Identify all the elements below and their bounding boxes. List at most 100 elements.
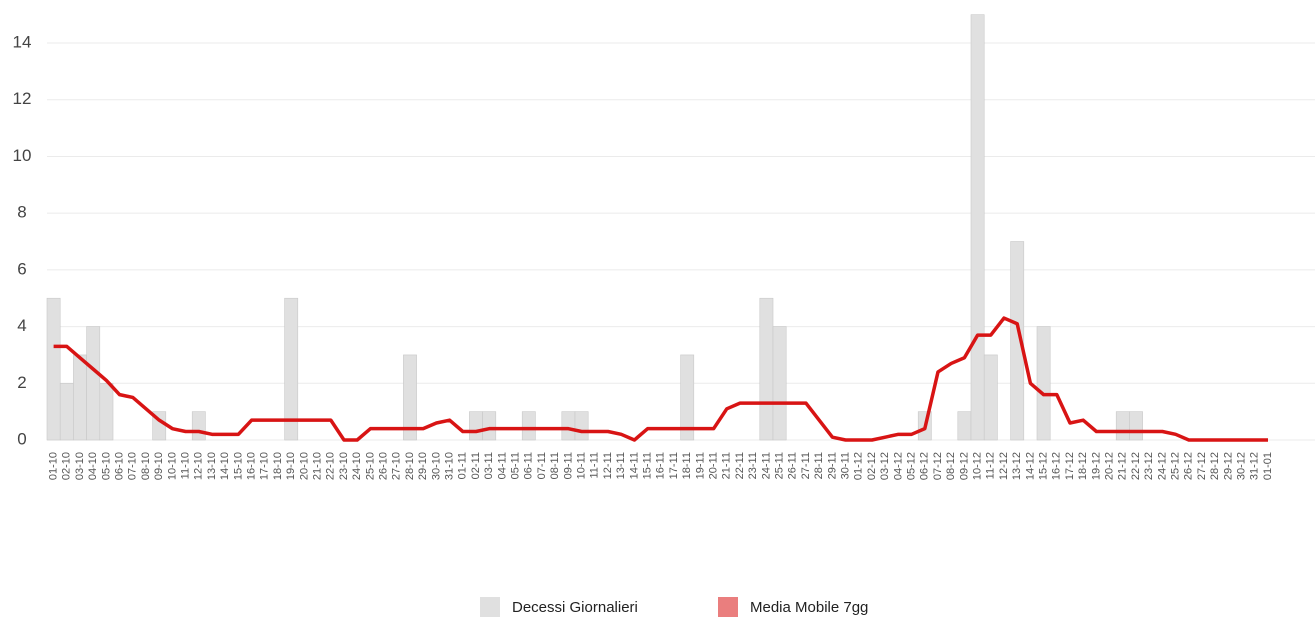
bar — [561, 411, 576, 441]
y-tick-label: 2 — [17, 373, 26, 392]
x-tick-label: 30-12 — [1236, 452, 1248, 480]
x-tick-label: 21-10 — [312, 452, 324, 480]
x-tick-label: 25-11 — [774, 452, 786, 479]
x-tick-label: 08-11 — [549, 452, 561, 479]
x-tick-label: 17-12 — [1064, 452, 1076, 480]
x-tick-label: 23-10 — [338, 452, 350, 480]
x-tick-label: 03-10 — [74, 452, 86, 480]
x-tick-label: 09-12 — [958, 452, 970, 480]
legend-swatch — [480, 597, 500, 617]
x-tick-label: 15-11 — [642, 452, 654, 479]
x-tick-label: 25-10 — [364, 452, 376, 480]
bar — [983, 354, 998, 441]
x-tick-label: 12-11 — [602, 452, 614, 479]
x-tick-label: 07-11 — [536, 452, 548, 479]
x-tick-label: 04-11 — [496, 452, 508, 479]
y-tick-label: 4 — [17, 316, 26, 335]
moving-average-line — [53, 316, 1268, 442]
x-tick-label: 13-11 — [615, 452, 627, 479]
bar — [957, 411, 972, 441]
y-tick-label: 14 — [13, 33, 32, 52]
x-tick-label: 02-12 — [866, 452, 878, 480]
x-tick-label: 05-12 — [906, 452, 918, 480]
bar — [482, 411, 497, 441]
bar — [73, 354, 87, 441]
x-tick-label: 18-10 — [272, 452, 284, 480]
y-tick-label: 8 — [17, 203, 26, 222]
x-tick-label: 23-11 — [747, 452, 759, 479]
bar — [99, 382, 114, 441]
x-tick-label: 01-10 — [48, 452, 60, 480]
x-tick-label: 03-11 — [483, 452, 495, 479]
x-tick-label: 04-12 — [892, 452, 904, 480]
bar — [574, 411, 589, 441]
x-tick-label: 11-11 — [589, 452, 601, 479]
bar — [680, 354, 695, 441]
x-tick-label: 20-12 — [1104, 452, 1116, 480]
x-tick-label: 17-11 — [668, 452, 680, 479]
x-tick-label: 14-11 — [628, 452, 640, 479]
x-tick-label: 19-10 — [285, 452, 297, 480]
x-tick-label: 10-11 — [576, 452, 588, 479]
y-tick-label: 6 — [17, 259, 26, 278]
x-tick-label: 27-12 — [1196, 452, 1208, 480]
x-tick-label: 02-11 — [470, 452, 482, 479]
x-tick-label: 24-10 — [351, 452, 363, 480]
x-tick-label: 13-12 — [1011, 452, 1023, 480]
x-tick-label: 15-10 — [232, 452, 244, 480]
x-tick-label: 04-10 — [87, 452, 99, 480]
bar — [86, 326, 101, 441]
legend-swatch — [718, 597, 738, 617]
legend-label: Decessi Giornalieri — [512, 599, 638, 616]
x-tick-label: 01-12 — [853, 452, 865, 480]
x-tick-label: 24-12 — [1156, 452, 1168, 480]
x-tick-label: 29-10 — [417, 452, 429, 480]
legend-label: Media Mobile 7gg — [750, 599, 868, 616]
x-tick-label: 03-12 — [879, 452, 891, 480]
x-tick-label: 06-10 — [114, 452, 126, 480]
bar — [970, 14, 985, 441]
x-tick-label: 12-10 — [193, 452, 205, 480]
bar — [284, 297, 299, 441]
bar — [772, 326, 787, 441]
bar — [469, 411, 483, 441]
x-tick-label: 21-12 — [1117, 452, 1129, 480]
x-tick-label: 05-11 — [510, 452, 522, 479]
x-tick-label: 07-12 — [932, 452, 944, 480]
x-tick-label: 16-10 — [246, 452, 258, 480]
x-tick-label: 26-12 — [1183, 452, 1195, 480]
x-tick-label: 28-12 — [1209, 452, 1221, 480]
x-tick-label: 02-10 — [61, 452, 73, 480]
x-tick-label: 10-12 — [972, 452, 984, 480]
x-tick-label: 26-10 — [378, 452, 390, 480]
y-tick-label: 10 — [13, 146, 32, 165]
x-tick-label: 15-12 — [1038, 452, 1050, 480]
x-tick-label: 25-12 — [1170, 452, 1182, 480]
bar — [1010, 241, 1025, 441]
x-tick-label: 28-11 — [813, 452, 825, 479]
x-tick-label: 21-11 — [721, 452, 733, 479]
x-tick-label: 14-10 — [219, 452, 231, 480]
x-tick-label: 30-11 — [840, 452, 852, 479]
bar — [759, 297, 774, 441]
x-tick-label: 31-10 — [444, 452, 456, 480]
x-tick-label: 10-10 — [166, 452, 178, 480]
bar — [521, 411, 536, 441]
x-tick-label: 09-10 — [153, 452, 165, 480]
x-tick-label: 14-12 — [1024, 452, 1036, 480]
x-tick-label: 19-11 — [694, 452, 706, 479]
x-tick-label: 08-10 — [140, 452, 152, 480]
x-tick-label: 09-11 — [562, 452, 574, 479]
y-tick-label: 12 — [13, 89, 32, 108]
x-tick-label: 23-12 — [1143, 452, 1155, 480]
bar — [403, 354, 417, 441]
x-tick-label: 27-10 — [391, 452, 403, 480]
bar — [1115, 411, 1130, 441]
x-tick-label: 05-10 — [100, 452, 112, 480]
x-tick-label: 13-10 — [206, 452, 218, 480]
x-tick-label: 30-10 — [430, 452, 442, 480]
x-tick-label: 28-10 — [404, 452, 416, 480]
x-tick-label: 22-10 — [325, 452, 337, 480]
bar — [59, 382, 74, 441]
x-tick-label: 27-11 — [800, 452, 812, 479]
